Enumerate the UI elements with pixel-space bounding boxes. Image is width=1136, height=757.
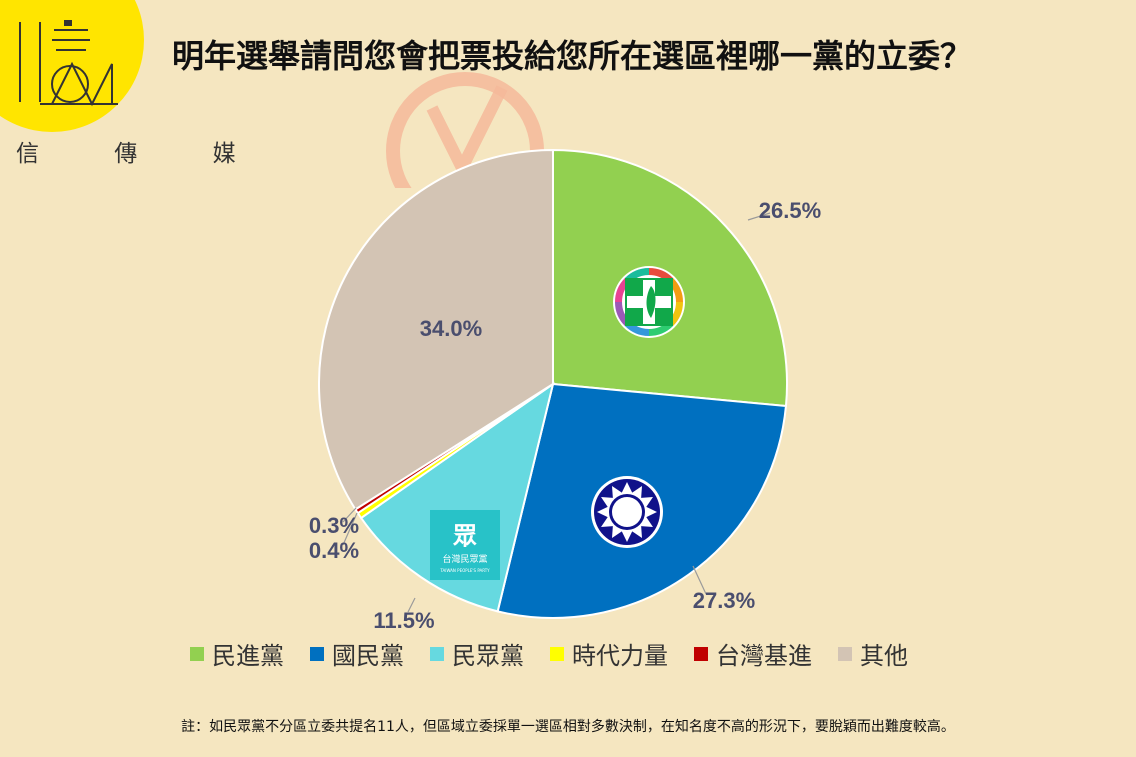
leader-line-3 — [407, 597, 416, 613]
chart-legend: 民進黨 國民黨 民眾黨 時代力量 台灣基進 其他 — [190, 636, 908, 671]
legend-swatch — [694, 646, 708, 661]
legend-swatch — [430, 646, 444, 661]
legend-label: 台灣基進 — [716, 642, 812, 670]
legend-label: 民進黨 — [212, 642, 284, 670]
leader-line-2 — [692, 565, 707, 595]
legend-item-5: 台灣基進 — [694, 636, 812, 671]
data-label-2: 27.3% — [693, 588, 755, 613]
data-label-4: 0.4% — [309, 538, 359, 563]
leader-line-4 — [342, 512, 358, 546]
tpp-logo-glyph: 眾 — [452, 522, 477, 550]
legend-item-6: 其他 — [838, 636, 908, 671]
data-label-5: 0.3% — [309, 513, 359, 538]
leader-line-5 — [342, 507, 357, 523]
legend-item-1: 民進黨 — [190, 636, 284, 671]
legend-label: 其他 — [860, 642, 908, 670]
tpp-logo-name: 台灣民眾黨 — [442, 553, 487, 565]
brand-logo-icon — [19, 20, 118, 107]
legend-swatch — [310, 646, 324, 661]
leader-line-1 — [747, 212, 771, 221]
pie-slice-3 — [359, 381, 555, 613]
footnote: 註：如民眾黨不分區立委共提名11人，但區域立委採單一選區相對多數決制，在知名度不… — [181, 719, 955, 735]
data-label-3: 11.5% — [373, 608, 434, 633]
legend-label: 國民黨 — [332, 642, 404, 670]
legend-label: 時代力量 — [572, 642, 668, 670]
page-title: 明年選舉請問您會把票投給您所在選區裡哪一黨的立委？ — [172, 37, 973, 75]
legend-swatch — [550, 646, 564, 661]
dpp-emblem-icon — [613, 266, 685, 338]
legend-item-2: 國民黨 — [310, 636, 404, 671]
legend-item-3: 民眾黨 — [430, 636, 524, 671]
pie-slice-6 — [318, 148, 554, 511]
legend-swatch — [190, 646, 204, 661]
tpp-logo-english: TAIWAN PEOPLE'S PARTY — [439, 568, 490, 573]
data-label-6: 34.0% — [420, 316, 482, 341]
brand-subtitle: 信 傳 媒 — [16, 141, 270, 167]
legend-swatch — [838, 646, 852, 661]
data-label-1: 26.5% — [759, 198, 821, 223]
legend-label: 民眾黨 — [452, 642, 524, 670]
kmt-sun-emblem-icon — [591, 476, 663, 548]
legend-item-4: 時代力量 — [550, 636, 668, 671]
